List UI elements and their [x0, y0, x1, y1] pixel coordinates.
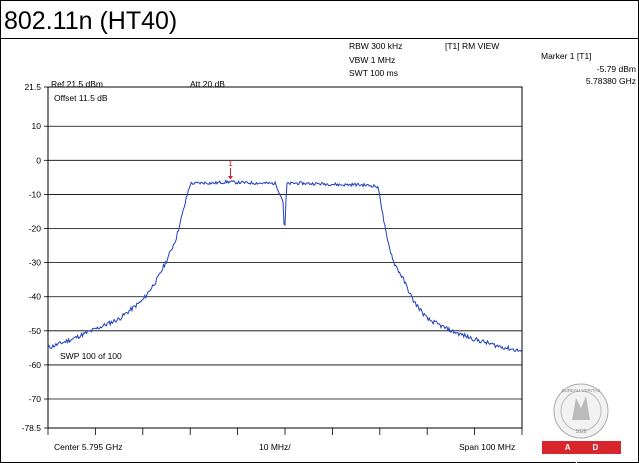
seal-year: 1828 — [575, 429, 586, 435]
vbw-label: VBW 1 MHz — [349, 55, 395, 65]
plot-border — [47, 86, 523, 429]
attenuation-label: Att 20 dB — [190, 79, 225, 89]
seal-text: BUREAU VERITAS — [562, 388, 601, 393]
y-tick-label-7: -50 — [29, 326, 42, 336]
grid — [44, 86, 522, 429]
freq-per-div-label: 10 MHz/ — [259, 442, 291, 452]
page-title: 802.11n (HT40) — [4, 7, 178, 35]
marker-1-number: 1 — [228, 158, 233, 168]
title-separator — [0, 38, 639, 39]
offset-label-bg — [49, 92, 142, 104]
y-tick-label-9: -70 — [29, 394, 42, 404]
y-tick-label-0: 21.5 — [24, 82, 41, 92]
center-freq-label: Center 5.795 GHz — [54, 442, 123, 452]
marker-name-label: Marker 1 [T1] — [541, 51, 592, 61]
bureau-veritas-seal: BUREAU VERITAS 1828 — [553, 383, 609, 439]
trace-t1 — [47, 179, 523, 353]
x-tick-marks — [47, 428, 523, 435]
y-tick-label-4: -20 — [29, 224, 42, 234]
ref-level-label: Ref 21.5 dBm — [51, 79, 103, 89]
marker-level-label: -5.79 dBm — [597, 64, 636, 74]
y-tick-label-6: -40 — [29, 292, 42, 302]
marker-freq-label: 5.78380 GHz — [586, 76, 636, 86]
y-tick-labels: 21.5 10 0 -10 -20 -30 -40 -50 -60 -70 -78.5 — [22, 82, 42, 433]
sweep-label: SWP 100 of 100 — [60, 351, 122, 361]
y-tick-label-10: -78.5 — [22, 423, 42, 433]
y-tick-label-8: -60 — [29, 360, 42, 370]
offset-label: Offset 11.5 dB — [54, 93, 108, 103]
y-tick-label-2: 0 — [36, 155, 41, 165]
adt-brand-text: A D T — [564, 443, 609, 463]
adt-brand-box — [542, 441, 621, 454]
marker-1: 1 — [227, 158, 233, 180]
rbw-label: RBW 300 kHz — [349, 41, 402, 51]
swt-label: SWT 100 ms — [349, 68, 398, 78]
y-tick-label-5: -30 — [29, 258, 42, 268]
span-label: Span 100 MHz — [459, 442, 515, 452]
marker-1-arrow — [227, 176, 233, 180]
y-tick-label-3: -10 — [29, 189, 42, 199]
trace-mode-label: [T1] RM VIEW — [445, 41, 499, 51]
y-tick-label-1: 10 — [32, 121, 42, 131]
